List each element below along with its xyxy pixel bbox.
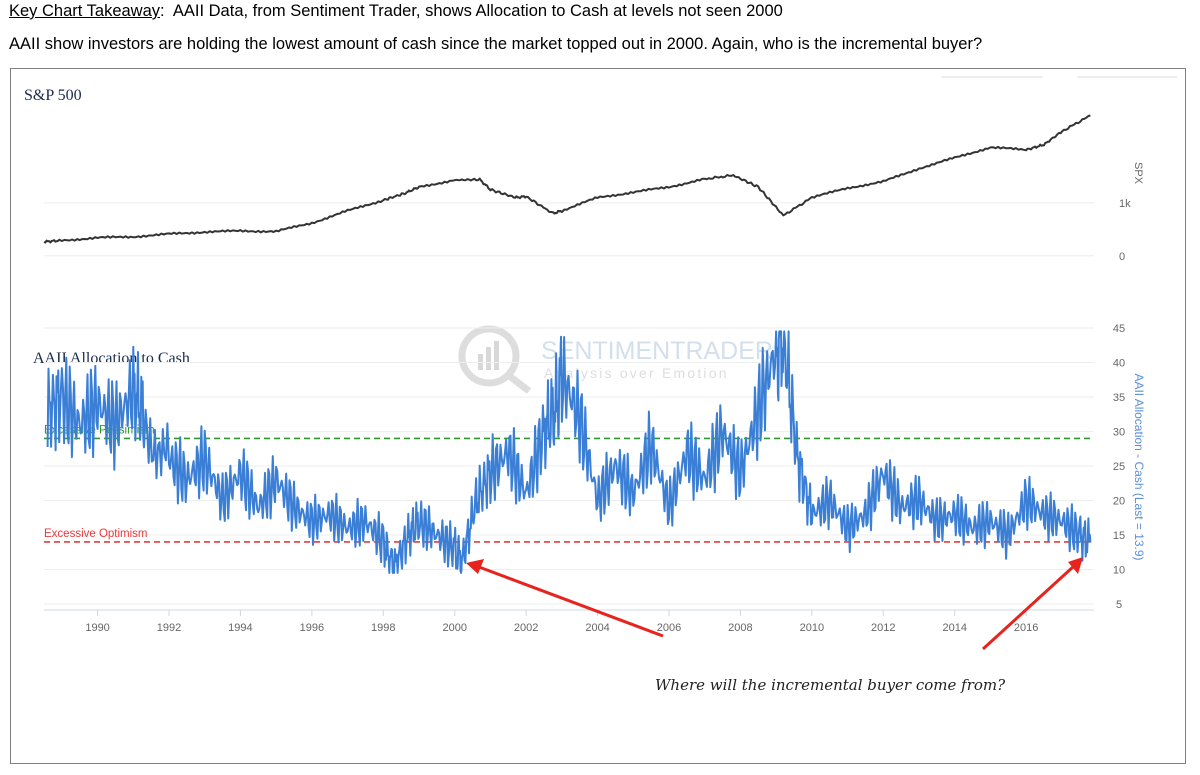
takeaway-label: Key Chart Takeaway	[9, 2, 161, 20]
aaii-y-tick-label: 15	[1113, 530, 1125, 542]
x-tick-label: 1992	[157, 622, 181, 634]
annotation-text: Where will the incremental buyer come fr…	[655, 676, 1006, 694]
watermark-tagline: Analysis over Emotion	[544, 365, 729, 381]
aaii-y-tick-label: 5	[1116, 599, 1122, 611]
x-tick-label: 2010	[800, 622, 824, 634]
sentimentrader-watermark: SENTIMENTRADER Analysis over Emotion	[458, 325, 773, 394]
x-tick-label: 2016	[1014, 622, 1038, 634]
x-tick-label: 2000	[442, 622, 466, 634]
x-tick-label: 1998	[371, 622, 395, 634]
x-tick-label: 2006	[657, 622, 681, 634]
x-tick-label: 2014	[942, 622, 966, 634]
aaii-y-tick-label: 30	[1113, 427, 1125, 439]
takeaway-text: AAII Data, from Sentiment Trader, shows …	[164, 2, 783, 20]
x-tick-label: 2002	[514, 622, 538, 634]
x-tick-label: 1994	[228, 622, 252, 634]
chart-svg: SENTIMENTRADER Analysis over Emotion S&P…	[24, 76, 1177, 694]
subtitle-line: AAII show investors are holding the lowe…	[9, 35, 983, 53]
spx-series-line	[43, 114, 1091, 244]
arrow-to-2017	[981, 564, 1076, 651]
takeaway-line: Key Chart Takeaway: AAII Data, from Sent…	[9, 2, 783, 21]
aaii-panel-title: AAII Allocation to Cash	[33, 350, 190, 367]
spx-y-tick-label: 0	[1119, 251, 1125, 263]
annotation-arrows	[466, 557, 1083, 651]
spx-panel: S&P 500 0 1k SPX	[24, 87, 1144, 263]
aaii-series-line	[46, 330, 1092, 574]
x-tick-label: 2004	[585, 622, 609, 634]
x-tick-label: 1990	[85, 622, 109, 634]
watermark-logo-icon	[458, 325, 520, 387]
arrow-head-2000-icon	[466, 559, 484, 574]
aaii-axis-label: AAII Allocation - Cash (Last = 13.9)	[1132, 373, 1146, 560]
spx-panel-title: S&P 500	[24, 87, 82, 104]
aaii-y-tick-label: 40	[1113, 358, 1125, 370]
aaii-y-tick-label: 35	[1113, 392, 1125, 404]
spx-y-tick-label: 1k	[1119, 198, 1131, 210]
aaii-y-tick-label: 10	[1113, 565, 1125, 577]
aaii-y-tick-label: 20	[1113, 496, 1125, 508]
arrow-head-2017-icon	[1068, 557, 1083, 574]
aaii-panel: AAII Allocation to Cash 5 10 15 20 25 30 35 40 4…	[33, 323, 1146, 634]
x-tick-label: 1996	[300, 622, 324, 634]
takeaway-separator: :	[160, 2, 165, 20]
spx-axis-label: SPX	[1132, 162, 1144, 185]
x-tick-label: 2012	[871, 622, 895, 634]
threshold-label: Excessive Optimism	[44, 528, 148, 540]
aaii-y-tick-label: 45	[1113, 323, 1125, 335]
aaii-y-tick-label: 25	[1113, 461, 1125, 473]
arrow-to-2000	[478, 565, 664, 638]
watermark-brand: SENTIMENTRADER	[541, 337, 773, 365]
chart-frame: SENTIMENTRADER Analysis over Emotion S&P…	[10, 68, 1186, 764]
x-tick-label: 2008	[728, 622, 752, 634]
